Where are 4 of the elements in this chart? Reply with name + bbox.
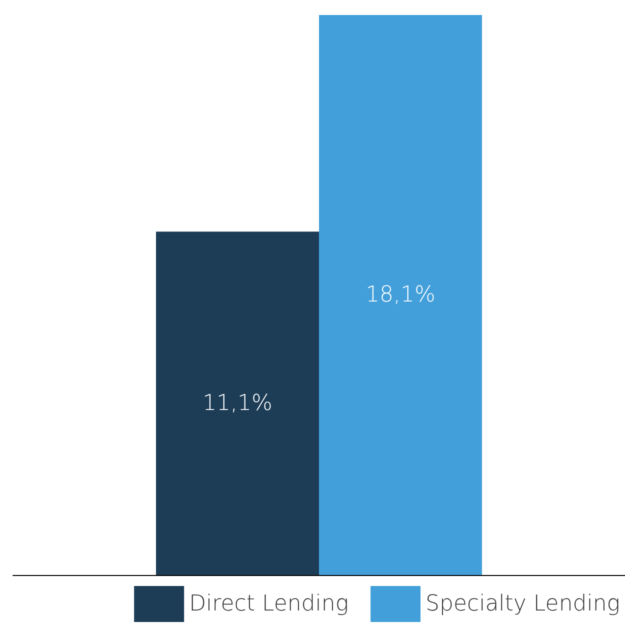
data-label: 18,1%	[366, 282, 436, 308]
legend-label: Specialty Lending	[426, 592, 620, 616]
data-label: 11,1%	[202, 390, 272, 416]
legend-label: Direct Lending	[189, 592, 349, 616]
